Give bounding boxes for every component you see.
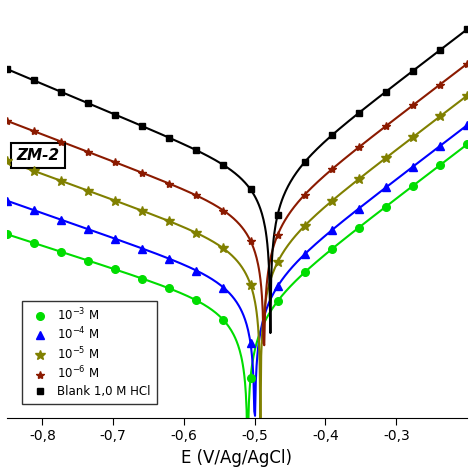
$10^{-5}$ M xyxy=(383,155,389,161)
$10^{-3}$ M xyxy=(139,276,145,282)
$10^{-5}$ M xyxy=(329,198,335,204)
Text: ZM-2: ZM-2 xyxy=(16,148,59,163)
Line: $10^{-5}$ M: $10^{-5}$ M xyxy=(2,91,472,290)
$10^{-5}$ M xyxy=(4,158,10,164)
Blank 1,0 M HCl xyxy=(166,135,172,141)
Blank 1,0 M HCl xyxy=(437,47,443,53)
$10^{-6}$ M xyxy=(220,208,226,213)
Blank 1,0 M HCl xyxy=(356,110,362,116)
$10^{-3}$ M xyxy=(248,375,254,381)
$10^{-6}$ M xyxy=(383,123,389,129)
Blank 1,0 M HCl xyxy=(85,100,91,106)
$10^{-5}$ M xyxy=(437,114,443,119)
$10^{-3}$ M xyxy=(166,286,172,292)
$10^{-6}$ M xyxy=(193,192,199,198)
Blank 1,0 M HCl xyxy=(329,133,335,138)
$10^{-6}$ M xyxy=(329,166,335,172)
$10^{-6}$ M xyxy=(248,238,254,244)
$10^{-3}$ M xyxy=(85,258,91,264)
$10^{-5}$ M xyxy=(166,219,172,224)
$10^{-4}$ M xyxy=(329,228,335,233)
$10^{-4}$ M xyxy=(4,198,10,203)
Blank 1,0 M HCl xyxy=(302,159,308,165)
$10^{-5}$ M xyxy=(139,208,145,214)
$10^{-6}$ M xyxy=(410,102,416,108)
$10^{-4}$ M xyxy=(275,283,281,289)
$10^{-5}$ M xyxy=(85,188,91,193)
$10^{-3}$ M xyxy=(220,317,226,323)
$10^{-4}$ M xyxy=(220,285,226,291)
$10^{-5}$ M xyxy=(112,198,118,203)
Blank 1,0 M HCl xyxy=(31,78,37,83)
$10^{-6}$ M xyxy=(58,139,64,145)
$10^{-5}$ M xyxy=(275,259,281,265)
Line: $10^{-4}$ M: $10^{-4}$ M xyxy=(3,121,471,347)
Blank 1,0 M HCl xyxy=(464,27,470,32)
$10^{-6}$ M xyxy=(464,61,470,67)
$10^{-6}$ M xyxy=(302,192,308,198)
$10^{-3}$ M xyxy=(437,162,443,168)
$10^{-4}$ M xyxy=(85,226,91,232)
$10^{-4}$ M xyxy=(166,256,172,262)
$10^{-5}$ M xyxy=(410,134,416,140)
$10^{-4}$ M xyxy=(356,206,362,211)
$10^{-3}$ M xyxy=(58,249,64,255)
Blank 1,0 M HCl xyxy=(248,187,254,192)
$10^{-6}$ M xyxy=(31,128,37,134)
$10^{-4}$ M xyxy=(112,236,118,242)
$10^{-3}$ M xyxy=(193,298,199,303)
$10^{-4}$ M xyxy=(248,341,254,346)
Blank 1,0 M HCl xyxy=(410,68,416,73)
$10^{-5}$ M xyxy=(248,282,254,287)
$10^{-5}$ M xyxy=(220,246,226,251)
Blank 1,0 M HCl xyxy=(193,147,199,153)
Line: $10^{-6}$ M: $10^{-6}$ M xyxy=(3,60,471,245)
$10^{-5}$ M xyxy=(58,178,64,183)
Line: $10^{-3}$ M: $10^{-3}$ M xyxy=(3,141,471,382)
$10^{-6}$ M xyxy=(275,232,281,238)
$10^{-4}$ M xyxy=(139,246,145,251)
Line: Blank 1,0 M HCl: Blank 1,0 M HCl xyxy=(3,26,471,219)
$10^{-6}$ M xyxy=(356,145,362,150)
$10^{-6}$ M xyxy=(166,181,172,186)
$10^{-6}$ M xyxy=(85,149,91,155)
$10^{-4}$ M xyxy=(464,122,470,128)
Blank 1,0 M HCl xyxy=(383,89,389,94)
$10^{-5}$ M xyxy=(464,93,470,99)
X-axis label: E (V/Ag/AgCl): E (V/Ag/AgCl) xyxy=(182,449,292,467)
$10^{-3}$ M xyxy=(329,246,335,252)
$10^{-3}$ M xyxy=(464,142,470,147)
Blank 1,0 M HCl xyxy=(275,212,281,218)
$10^{-6}$ M xyxy=(437,82,443,87)
$10^{-3}$ M xyxy=(356,225,362,230)
$10^{-3}$ M xyxy=(4,231,10,237)
$10^{-5}$ M xyxy=(193,230,199,236)
$10^{-3}$ M xyxy=(112,266,118,272)
$10^{-4}$ M xyxy=(58,217,64,222)
$10^{-3}$ M xyxy=(383,204,389,210)
Blank 1,0 M HCl xyxy=(220,162,226,168)
$10^{-6}$ M xyxy=(4,118,10,124)
$10^{-4}$ M xyxy=(31,207,37,213)
$10^{-3}$ M xyxy=(302,270,308,275)
Blank 1,0 M HCl xyxy=(112,112,118,118)
$10^{-5}$ M xyxy=(356,176,362,182)
$10^{-5}$ M xyxy=(31,168,37,173)
Blank 1,0 M HCl xyxy=(4,66,10,72)
Blank 1,0 M HCl xyxy=(139,123,145,129)
$10^{-4}$ M xyxy=(383,185,389,191)
Legend: $10^{-3}$ M, $10^{-4}$ M, $10^{-5}$ M, $10^{-6}$ M, Blank 1,0 M HCl: $10^{-3}$ M, $10^{-4}$ M, $10^{-5}$ M, $… xyxy=(22,301,157,403)
Blank 1,0 M HCl xyxy=(58,89,64,95)
$10^{-6}$ M xyxy=(112,159,118,165)
$10^{-3}$ M xyxy=(410,183,416,189)
$10^{-4}$ M xyxy=(302,251,308,257)
$10^{-3}$ M xyxy=(275,298,281,304)
$10^{-3}$ M xyxy=(31,240,37,246)
$10^{-4}$ M xyxy=(193,268,199,273)
$10^{-4}$ M xyxy=(437,143,443,149)
$10^{-6}$ M xyxy=(139,170,145,176)
$10^{-4}$ M xyxy=(410,164,416,170)
$10^{-5}$ M xyxy=(302,223,308,228)
